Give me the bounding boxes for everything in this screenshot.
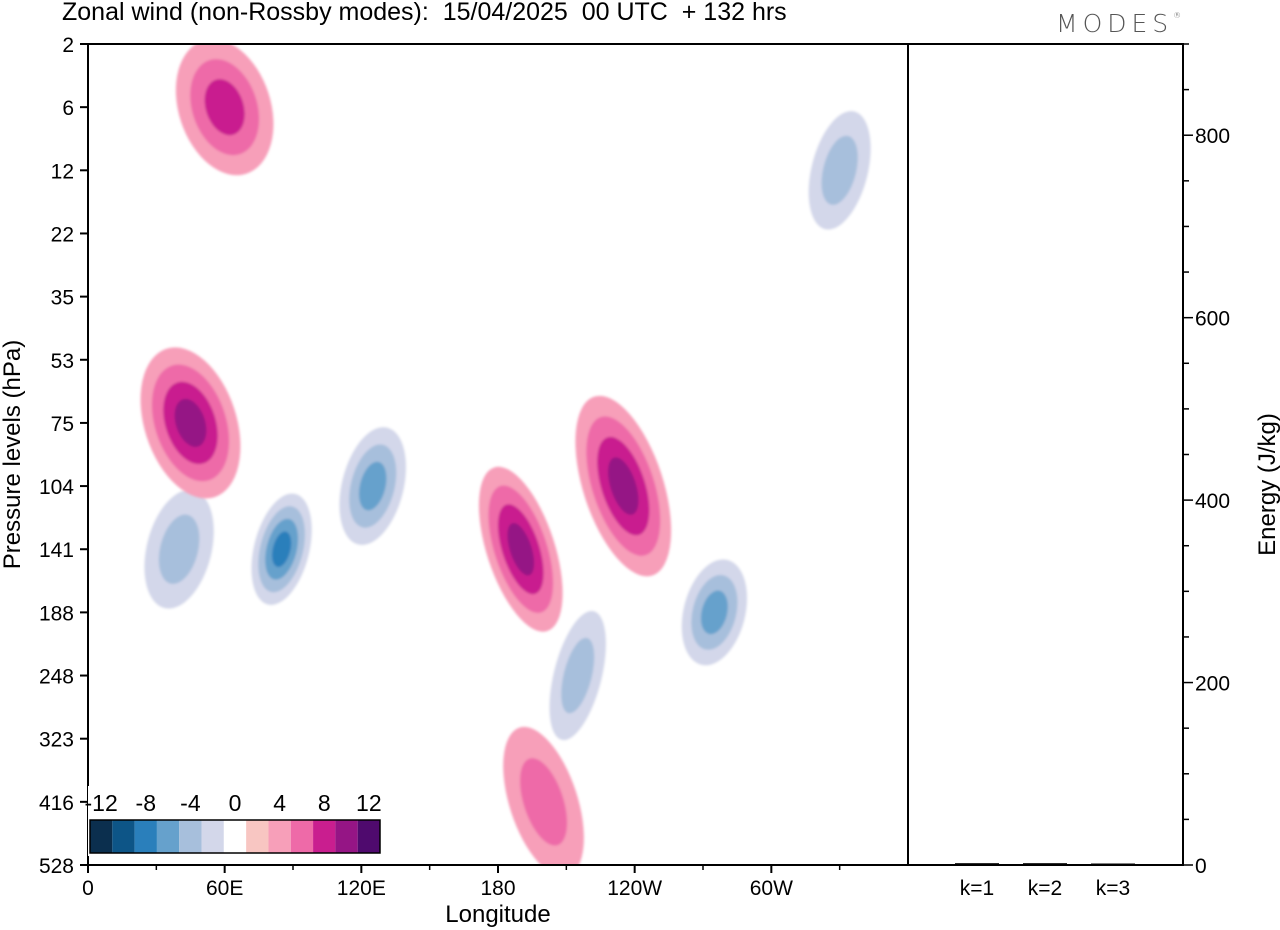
y-tick-label: 22	[51, 223, 74, 246]
colorbar-frame	[89, 819, 381, 854]
wind-feature-easterly	[129, 465, 229, 634]
contour-band	[358, 461, 387, 511]
y-tick-label: 248	[39, 666, 74, 689]
wind-feature-westerly	[575, 395, 672, 577]
colorbar-label: -8	[136, 790, 156, 816]
modes-logo: MODES®	[1056, 9, 1181, 38]
registered-mark: ®	[1173, 11, 1182, 20]
energy-category-label: k=1	[960, 877, 994, 900]
chart-title: Zonal wind (non-Rossby modes): 15/04/202…	[62, 0, 787, 26]
energy-category-label: k=2	[1028, 877, 1062, 900]
wind-feature-easterly	[795, 86, 884, 255]
wind-feature-easterly	[672, 543, 757, 681]
colorbar-swatch	[268, 820, 291, 853]
colorbar-swatch	[246, 820, 269, 853]
y-tick-label: 2	[62, 34, 74, 57]
colorbar-swatch	[290, 820, 314, 853]
x-tick-label: 120W	[607, 877, 662, 900]
colorbar-swatch	[134, 820, 157, 853]
y-tick-label: 35	[51, 287, 74, 310]
x-tick-label: 120E	[337, 877, 386, 900]
wind-feature-westerly	[175, 44, 274, 176]
contour-band	[204, 79, 245, 136]
contour-band	[821, 135, 858, 205]
colorbar-legend: -12 -8 -4 0 4 8 12	[85, 786, 382, 856]
colorbar-swatch	[313, 820, 336, 853]
energy-bar	[1091, 863, 1135, 865]
colorbar-swatch	[112, 820, 135, 853]
colorbar-label: 8	[318, 790, 331, 816]
wind-feature-westerly	[140, 347, 241, 499]
y-tick-label: 188	[39, 602, 74, 625]
wind-feature-easterly	[329, 409, 416, 563]
energy-category-label: k=3	[1096, 877, 1130, 900]
energy-bar	[955, 863, 999, 865]
wind-feature-easterly	[244, 480, 319, 618]
y-tick-label: 104	[39, 476, 74, 499]
energy-tick-label: 600	[1195, 308, 1230, 331]
colorbar-swatch	[156, 820, 180, 853]
contour-band	[608, 457, 639, 515]
colorbar-swatch	[335, 820, 358, 853]
brand-text: MODES	[1056, 9, 1174, 38]
y-tick-label: 6	[62, 97, 74, 120]
contour-band	[561, 637, 595, 714]
y-tick-label: 53	[51, 350, 74, 373]
colorbar-label: -12	[85, 790, 118, 816]
colorbar-swatch	[179, 820, 202, 853]
colorbar-swatch	[90, 820, 113, 853]
colorbar-label: 4	[273, 790, 286, 816]
contour-band	[271, 531, 292, 567]
x-tick-label: 0	[82, 877, 94, 900]
colorbar-swatch	[223, 820, 247, 853]
energy-tick-label: 800	[1195, 125, 1230, 148]
colorbar-swatch	[357, 820, 380, 853]
y-tick-label: 323	[39, 729, 74, 752]
energy-bar	[1023, 863, 1067, 865]
x-tick-label: 60W	[750, 877, 793, 900]
colorbar-label: 12	[356, 790, 382, 816]
wind-feature-westerly	[503, 726, 584, 865]
heatmap-plot-area	[88, 44, 908, 865]
x-axis-label: Longitude	[445, 901, 550, 928]
contour-band	[507, 522, 535, 576]
y-tick-label: 141	[39, 539, 74, 562]
energy-tick-label: 0	[1195, 855, 1207, 878]
wind-feature-easterly	[537, 583, 618, 768]
energy-tick-label: 400	[1195, 490, 1230, 513]
y-tick-label: 12	[51, 160, 74, 183]
contour-band	[700, 590, 728, 635]
y-axis-label: Pressure levels (hPa)	[0, 340, 26, 569]
y-tick-label: 75	[51, 413, 74, 436]
wind-feature-westerly	[478, 466, 563, 632]
energy-bar-panel: 0 200 400 600 800 Energy (J/kg) k=1 k=2 k=3	[955, 43, 1280, 900]
colorbar-label: 0	[229, 790, 242, 816]
colorbar-swatch	[201, 820, 224, 853]
colorbar-label: -4	[180, 790, 201, 816]
contour-band	[520, 758, 568, 846]
contour-band	[158, 514, 200, 584]
contour-band	[174, 398, 207, 447]
y-tick-label: 528	[39, 855, 74, 878]
energy-axis-label: Energy (J/kg)	[1254, 413, 1280, 556]
y-tick-label: 416	[39, 792, 74, 815]
energy-tick-label: 200	[1195, 673, 1230, 696]
x-tick-label: 180	[480, 877, 515, 900]
x-tick-label: 60E	[206, 877, 243, 900]
